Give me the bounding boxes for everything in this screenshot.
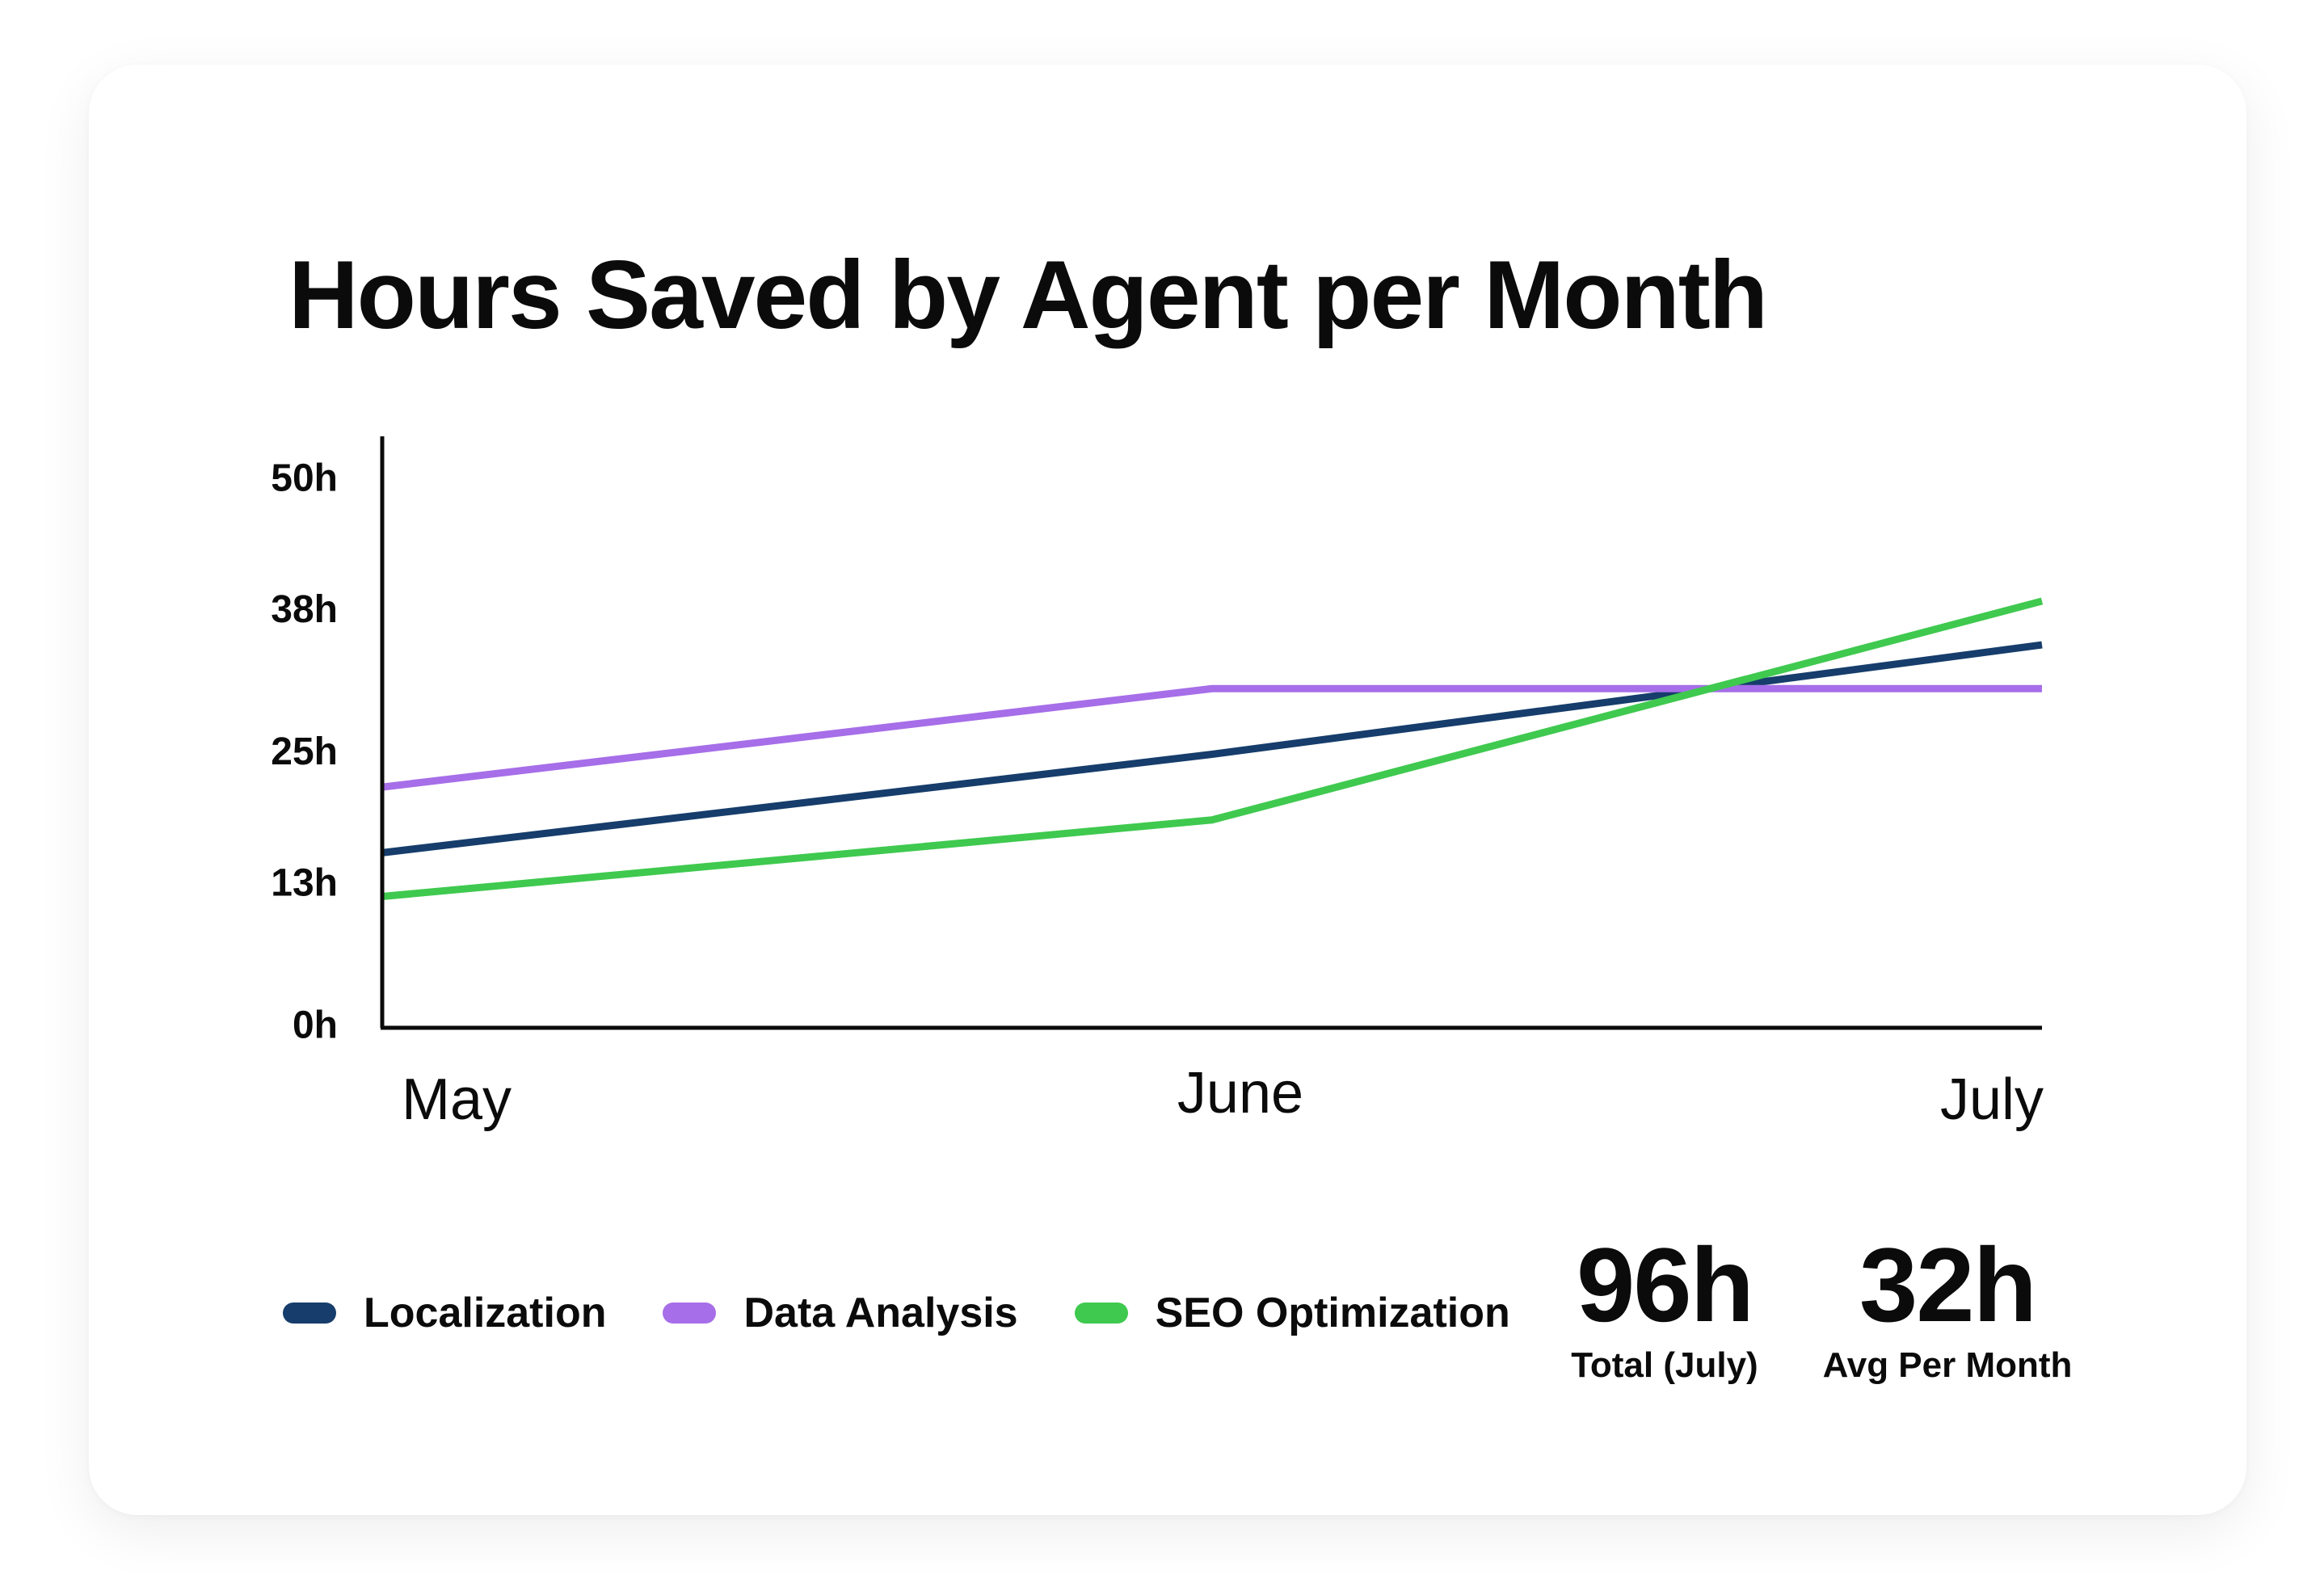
legend-item-data-analysis: Data Analysis (663, 1289, 1018, 1337)
stat-label: Avg Per Month (1822, 1345, 2073, 1385)
x-axis-ticks: May June July (402, 1061, 2044, 1132)
stat-avg-per-month: 32h Avg Per Month (1810, 1232, 2085, 1386)
series-line-localization (381, 641, 2043, 856)
x-tick-label: July (1940, 1067, 2044, 1132)
y-tick-label: 38h (271, 588, 338, 631)
stat-value: 32h (1859, 1226, 2037, 1344)
stat-label: Total (July) (1571, 1345, 1758, 1385)
series-line-data-analysis (381, 684, 2042, 791)
legend-label: Data Analysis (743, 1290, 1018, 1336)
y-tick-label: 50h (271, 457, 338, 500)
y-tick-label: 13h (271, 862, 338, 905)
chart-legend: Localization Data Analysis SEO Optimizat… (283, 1285, 1567, 1341)
x-tick-label: June (1177, 1061, 1303, 1126)
chart-title: Hours Saved by Agent per Month (288, 241, 1768, 349)
stat-total-july: 96h Total (July) (1556, 1232, 1774, 1386)
x-tick-label: May (402, 1067, 512, 1132)
chart-card (89, 65, 2246, 1515)
legend-label: SEO Optimization (1155, 1290, 1510, 1336)
stat-value: 96h (1576, 1226, 1754, 1344)
legend-item-seo-optimization: SEO Optimization (1074, 1289, 1510, 1337)
legend-item-localization: Localization (283, 1289, 606, 1337)
series-lines (381, 597, 2044, 901)
legend-swatch (663, 1303, 717, 1324)
y-tick-label: 0h (293, 1004, 338, 1047)
y-tick-label: 25h (271, 730, 338, 773)
legend-label: Localization (364, 1290, 607, 1336)
legend-swatch (283, 1303, 336, 1324)
series-line-seo-optimization (381, 597, 2044, 901)
y-axis-ticks: 0h 13h 25h 38h 50h (271, 457, 338, 1047)
legend-swatch (1074, 1303, 1128, 1324)
